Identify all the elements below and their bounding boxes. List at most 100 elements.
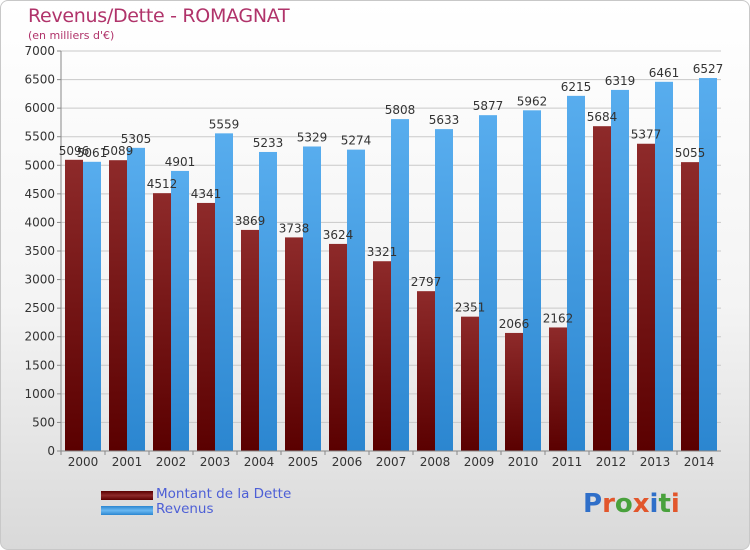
y-tick-label: 4000	[24, 215, 55, 229]
x-tick-label: 2000	[68, 455, 99, 469]
data-label-dette: 5096	[59, 144, 90, 158]
bar-dette	[285, 237, 303, 451]
data-label-revenus: 4901	[165, 155, 196, 169]
logo-letter: i	[670, 489, 680, 519]
y-tick-label: 500	[32, 415, 55, 429]
x-tick-label: 2001	[112, 455, 143, 469]
y-axis: 0 500 1000 1500 2000 2500 3000 3500 4000 4500 5000…	[24, 44, 62, 458]
bar-dette	[241, 229, 259, 451]
bar-revenus	[655, 81, 673, 452]
y-tick-label: 5500	[24, 130, 55, 144]
bar-revenus	[215, 133, 233, 452]
legend-swatch-revenus	[101, 506, 153, 515]
x-tick-label: 2003	[200, 455, 231, 469]
bar-dette	[109, 160, 127, 451]
legend-label-dette: Montant de la Dette	[156, 486, 292, 502]
data-label-revenus: 5274	[341, 134, 372, 148]
logo-letter: o	[614, 489, 633, 519]
data-label-revenus: 5305	[121, 132, 152, 146]
x-tick-label: 2008	[420, 455, 451, 469]
x-tick-label: 2012	[596, 455, 627, 469]
bar-dette	[65, 159, 83, 452]
logo-letter: P	[583, 489, 603, 519]
x-tick-label: 2006	[332, 455, 363, 469]
legend-label-revenus: Revenus	[156, 501, 214, 517]
x-tick-label: 2013	[640, 455, 671, 469]
bar-dette	[329, 243, 347, 451]
bar-revenus	[259, 151, 277, 451]
bar-revenus	[435, 129, 453, 451]
bar-dette	[505, 332, 523, 451]
bar-revenus	[699, 78, 717, 452]
bar-revenus	[127, 147, 145, 451]
bar-revenus	[171, 170, 189, 451]
bar-revenus	[347, 149, 365, 451]
data-label-dette: 4341	[191, 187, 222, 201]
proxiti-logo: Proxiti	[583, 489, 680, 519]
data-label-revenus: 5233	[253, 136, 284, 150]
y-tick-label: 0	[47, 444, 55, 458]
data-label-revenus: 5877	[473, 99, 504, 113]
data-label-dette: 5089	[103, 144, 134, 158]
bar-revenus	[523, 110, 541, 452]
y-tick-label: 6500	[24, 73, 55, 87]
logo-letter: x	[632, 489, 650, 519]
data-label-dette: 3869	[235, 214, 266, 228]
bar-dette	[637, 143, 655, 451]
bar-revenus	[611, 89, 629, 452]
y-tick-label: 1500	[24, 358, 55, 372]
data-label-dette: 4512	[147, 177, 178, 191]
data-label-dette: 3624	[323, 228, 354, 242]
x-tick-label: 2007	[376, 455, 407, 469]
data-label-dette: 3321	[367, 245, 398, 259]
y-tick-label: 7000	[24, 44, 55, 58]
bars	[65, 78, 717, 452]
logo-letter: t	[658, 489, 671, 519]
data-label-revenus: 5633	[429, 113, 460, 127]
logo-letter: i	[649, 489, 659, 519]
bar-revenus	[303, 146, 321, 451]
y-tick-label: 4500	[24, 187, 55, 201]
data-label-revenus: 5061	[77, 146, 108, 160]
data-label-revenus: 6215	[561, 80, 592, 94]
data-label-revenus: 5808	[385, 103, 416, 117]
x-tick-label: 2009	[464, 455, 495, 469]
bar-dette	[593, 126, 611, 451]
data-label-revenus: 6319	[605, 74, 636, 88]
y-tick-label: 2500	[24, 301, 55, 315]
x-tick-label: 2002	[156, 455, 187, 469]
y-tick-label: 5000	[24, 158, 55, 172]
legend-swatch-dette	[101, 491, 153, 500]
chart-subtitle: (en milliers d'€)	[28, 29, 115, 42]
y-tick-label: 3500	[24, 244, 55, 258]
bar-revenus	[479, 115, 497, 452]
data-label-revenus: 5329	[297, 130, 328, 144]
data-label-revenus: 5559	[209, 117, 240, 131]
bar-dette	[681, 162, 699, 451]
x-tick-label: 2014	[684, 455, 715, 469]
x-tick-label: 2005	[288, 455, 319, 469]
data-label-dette: 2066	[499, 317, 530, 331]
data-label-dette: 5055	[675, 146, 706, 160]
data-label-revenus: 5962	[517, 94, 548, 108]
y-tick-label: 6000	[24, 101, 55, 115]
bar-dette	[197, 202, 215, 451]
y-tick-label: 1000	[24, 387, 55, 401]
bar-dette	[417, 291, 435, 451]
data-label-revenus: 6527	[693, 62, 724, 76]
bar-dette	[549, 327, 567, 451]
x-tick-label: 2004	[244, 455, 275, 469]
bar-dette	[461, 316, 479, 451]
x-axis: 2000 2001 2002 2003 2004 2005 2006 2007 2008 2009…	[60, 450, 721, 469]
data-label-dette: 2351	[455, 301, 486, 315]
logo-letter: r	[602, 489, 615, 519]
y-tick-label: 3000	[24, 273, 55, 287]
data-label-dette: 5684	[587, 110, 618, 124]
bar-revenus	[391, 119, 409, 451]
data-label-revenus: 6461	[649, 66, 680, 80]
y-tick-label: 2000	[24, 330, 55, 344]
chart-title: Revenus/Dette - ROMAGNAT	[28, 5, 290, 27]
